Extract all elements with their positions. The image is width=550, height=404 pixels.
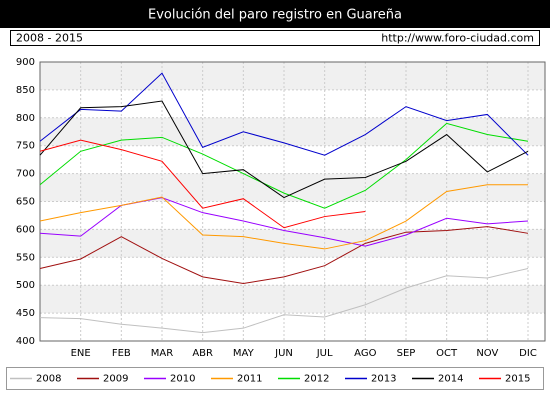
- title-bar: [0, 0, 550, 28]
- y-tick-label: 650: [16, 197, 35, 208]
- y-tick-label: 450: [16, 308, 35, 319]
- y-tick-label: 750: [16, 141, 35, 152]
- legend-label: 2015: [505, 374, 530, 385]
- grid-band: [40, 173, 545, 202]
- plot-frame: [39, 61, 546, 342]
- x-tick-label: JUN: [274, 348, 293, 359]
- grid-band: [40, 229, 545, 258]
- x-tick-label: ABR: [192, 348, 213, 359]
- legend-label: 2010: [170, 374, 195, 385]
- legend-box: [6, 367, 544, 390]
- grid-band: [40, 117, 545, 146]
- legend-label: 2009: [103, 374, 128, 385]
- chart-title: Evolución del paro registro en Guareña: [148, 8, 402, 23]
- y-tick-label: 550: [16, 252, 35, 263]
- x-tick-label: DIC: [519, 348, 537, 359]
- source: http://www.foro-ciudad.com: [381, 32, 534, 45]
- legend-label: 2014: [438, 374, 463, 385]
- subtitle: 2008 - 2015: [16, 32, 83, 45]
- grid-band: [40, 285, 545, 314]
- subtitle-box: [10, 30, 540, 46]
- legend-label: 2008: [36, 374, 61, 385]
- series-line: [39, 122, 529, 209]
- legend-label: 2012: [304, 374, 329, 385]
- y-tick-label: 400: [16, 336, 35, 347]
- x-tick-label: SEP: [397, 348, 416, 359]
- grid-band: [40, 62, 545, 90]
- legend-label: 2013: [371, 374, 396, 385]
- x-tick-label: FEB: [112, 348, 131, 359]
- y-tick-label: 800: [16, 113, 35, 124]
- x-tick-label: MAR: [151, 348, 173, 359]
- series-line: [39, 100, 529, 199]
- y-tick-label: 900: [16, 57, 35, 68]
- series-line: [39, 226, 529, 285]
- series-line: [39, 139, 366, 229]
- series-line: [39, 72, 529, 156]
- y-tick-label: 850: [16, 85, 35, 96]
- series-line: [39, 184, 528, 250]
- x-tick-label: ENE: [71, 348, 91, 359]
- y-tick-label: 600: [16, 224, 35, 235]
- x-tick-label: MAY: [233, 348, 255, 359]
- y-tick-label: 500: [16, 280, 35, 291]
- series-line: [39, 267, 529, 334]
- x-tick-label: AGO: [354, 348, 376, 359]
- x-tick-label: OCT: [436, 348, 458, 359]
- x-tick-label: NOV: [476, 348, 498, 359]
- y-tick-label: 700: [16, 169, 35, 180]
- legend-label: 2011: [237, 374, 262, 385]
- x-tick-label: JUL: [316, 348, 333, 359]
